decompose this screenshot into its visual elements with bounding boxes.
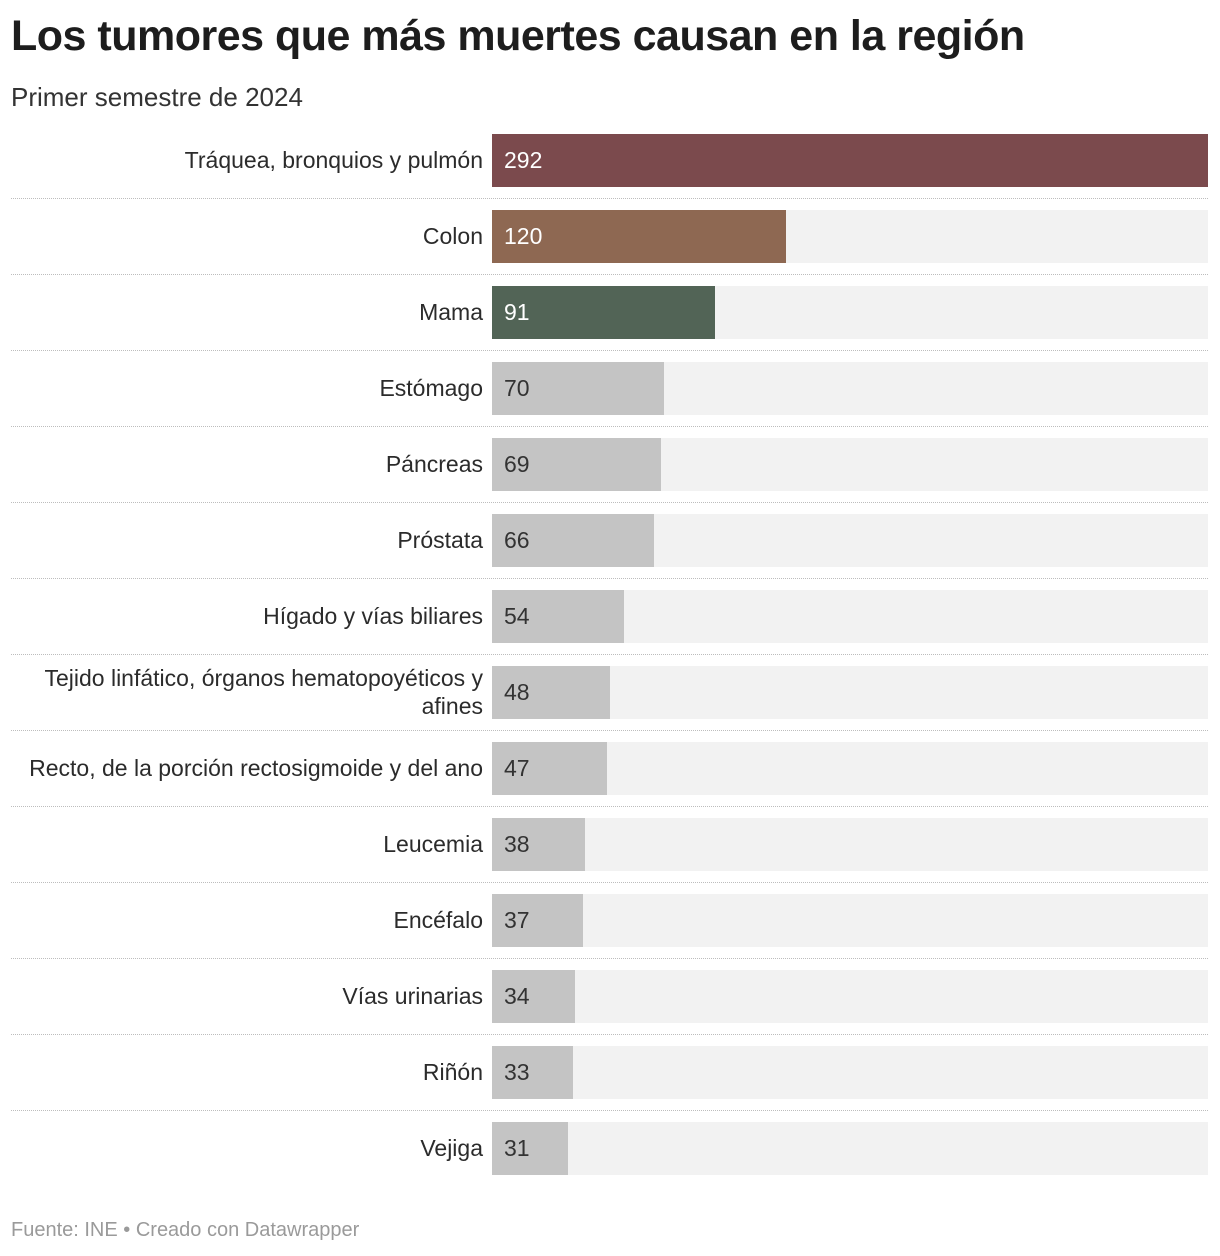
bar-value-label: 120 (504, 223, 543, 249)
category-label: Encéfalo (393, 907, 483, 933)
bar-row: Hígado y vías biliares 54 (0, 578, 1220, 654)
bar-row: Estómago 70 (0, 350, 1220, 426)
bar-row: Vejiga 31 (0, 1110, 1220, 1186)
bar (492, 362, 664, 415)
bar (492, 894, 583, 947)
bar-row: Colon 120 (0, 198, 1220, 274)
bar-value-label: 66 (504, 527, 530, 553)
bar-value-label: 33 (504, 1059, 530, 1085)
bar-value-label: 37 (504, 907, 530, 933)
bar-track: 37 (492, 894, 1208, 947)
bar-value-label: 38 (504, 831, 530, 857)
category-label: Próstata (397, 527, 483, 553)
bar-track: 47 (492, 742, 1208, 795)
bar (492, 1122, 568, 1175)
bar (492, 818, 586, 871)
category-label: Colon (422, 223, 483, 249)
row-separator (11, 806, 1208, 807)
row-separator (11, 730, 1208, 731)
bar (492, 590, 625, 643)
bar (492, 210, 787, 263)
bar-row: Tráquea, bronquios y pulmón 292 (0, 122, 1220, 198)
bar (492, 742, 608, 795)
bar (492, 514, 654, 567)
bar-track: 69 (492, 438, 1208, 491)
source-footer: Fuente: INE • Creado con Datawrapper (11, 1219, 360, 1241)
row-separator (11, 274, 1208, 275)
bar-value-label: 69 (504, 451, 530, 477)
bar-row: Recto, de la porción rectosigmoide y del… (0, 730, 1220, 806)
bar-track: 38 (492, 818, 1208, 871)
category-label: Páncreas (385, 451, 483, 477)
bar-track: 31 (492, 1122, 1208, 1175)
row-separator (11, 882, 1208, 883)
bar (492, 970, 576, 1023)
bar-track: 91 (492, 286, 1208, 339)
bar-row: Riñón 33 (0, 1034, 1220, 1110)
bar-row: Mama 91 (0, 274, 1220, 350)
row-separator (11, 1034, 1208, 1035)
bar-row: Tejido linfático, órganos hematopoyético… (0, 654, 1220, 730)
row-separator (11, 502, 1208, 503)
bar-track: 54 (492, 590, 1208, 643)
bar-track: 34 (492, 970, 1208, 1023)
bar-track: 292 (492, 134, 1208, 187)
bar-row: Encéfalo 37 (0, 882, 1220, 958)
bar (492, 438, 662, 491)
row-separator (11, 350, 1208, 351)
bar (492, 1046, 573, 1099)
bar-track: 48 (492, 666, 1208, 719)
bar (492, 134, 1208, 187)
category-label: Vejiga (420, 1135, 483, 1161)
row-separator (11, 578, 1208, 579)
bar (492, 666, 610, 719)
category-label: Recto, de la porción rectosigmoide y del… (29, 755, 483, 781)
bar-value-label: 292 (504, 147, 543, 173)
bar-row: Leucemia 38 (0, 806, 1220, 882)
row-separator (11, 426, 1208, 427)
category-label: Leucemia (383, 831, 483, 857)
bar-value-label: 47 (504, 755, 530, 781)
bar-value-label: 31 (504, 1135, 530, 1161)
bar-value-label: 91 (504, 299, 530, 325)
category-label: Tráquea, bronquios y pulmón (184, 147, 483, 173)
bar (492, 286, 716, 339)
bar-value-label: 48 (504, 679, 530, 705)
category-label: Estómago (379, 375, 483, 401)
category-label: Mama (419, 299, 483, 325)
bar-value-label: 34 (504, 983, 530, 1009)
bar-value-label: 54 (504, 603, 530, 629)
bar-chart: Tráquea, bronquios y pulmón 292 Colon 120 Ma… (0, 122, 1220, 1184)
row-separator (11, 198, 1208, 199)
bar-row: Vías urinarias 34 (0, 958, 1220, 1034)
chart-subtitle: Primer semestre de 2024 (11, 82, 303, 112)
category-label: Riñón (422, 1059, 483, 1085)
category-label: Tejido linfático, órganos hematopoyético… (44, 665, 483, 719)
row-separator (11, 958, 1208, 959)
category-label: Hígado y vías biliares (263, 603, 483, 629)
bar-row: Páncreas 69 (0, 426, 1220, 502)
row-separator (11, 1110, 1208, 1111)
bar-row: Próstata 66 (0, 502, 1220, 578)
bar-track: 66 (492, 514, 1208, 567)
category-label: Vías urinarias (342, 983, 483, 1009)
bar-track: 120 (492, 210, 1208, 263)
chart-title: Los tumores que más muertes causan en la… (11, 12, 1025, 60)
bar-track: 33 (492, 1046, 1208, 1099)
bar-track: 70 (492, 362, 1208, 415)
bar-value-label: 70 (504, 375, 530, 401)
row-separator (11, 654, 1208, 655)
